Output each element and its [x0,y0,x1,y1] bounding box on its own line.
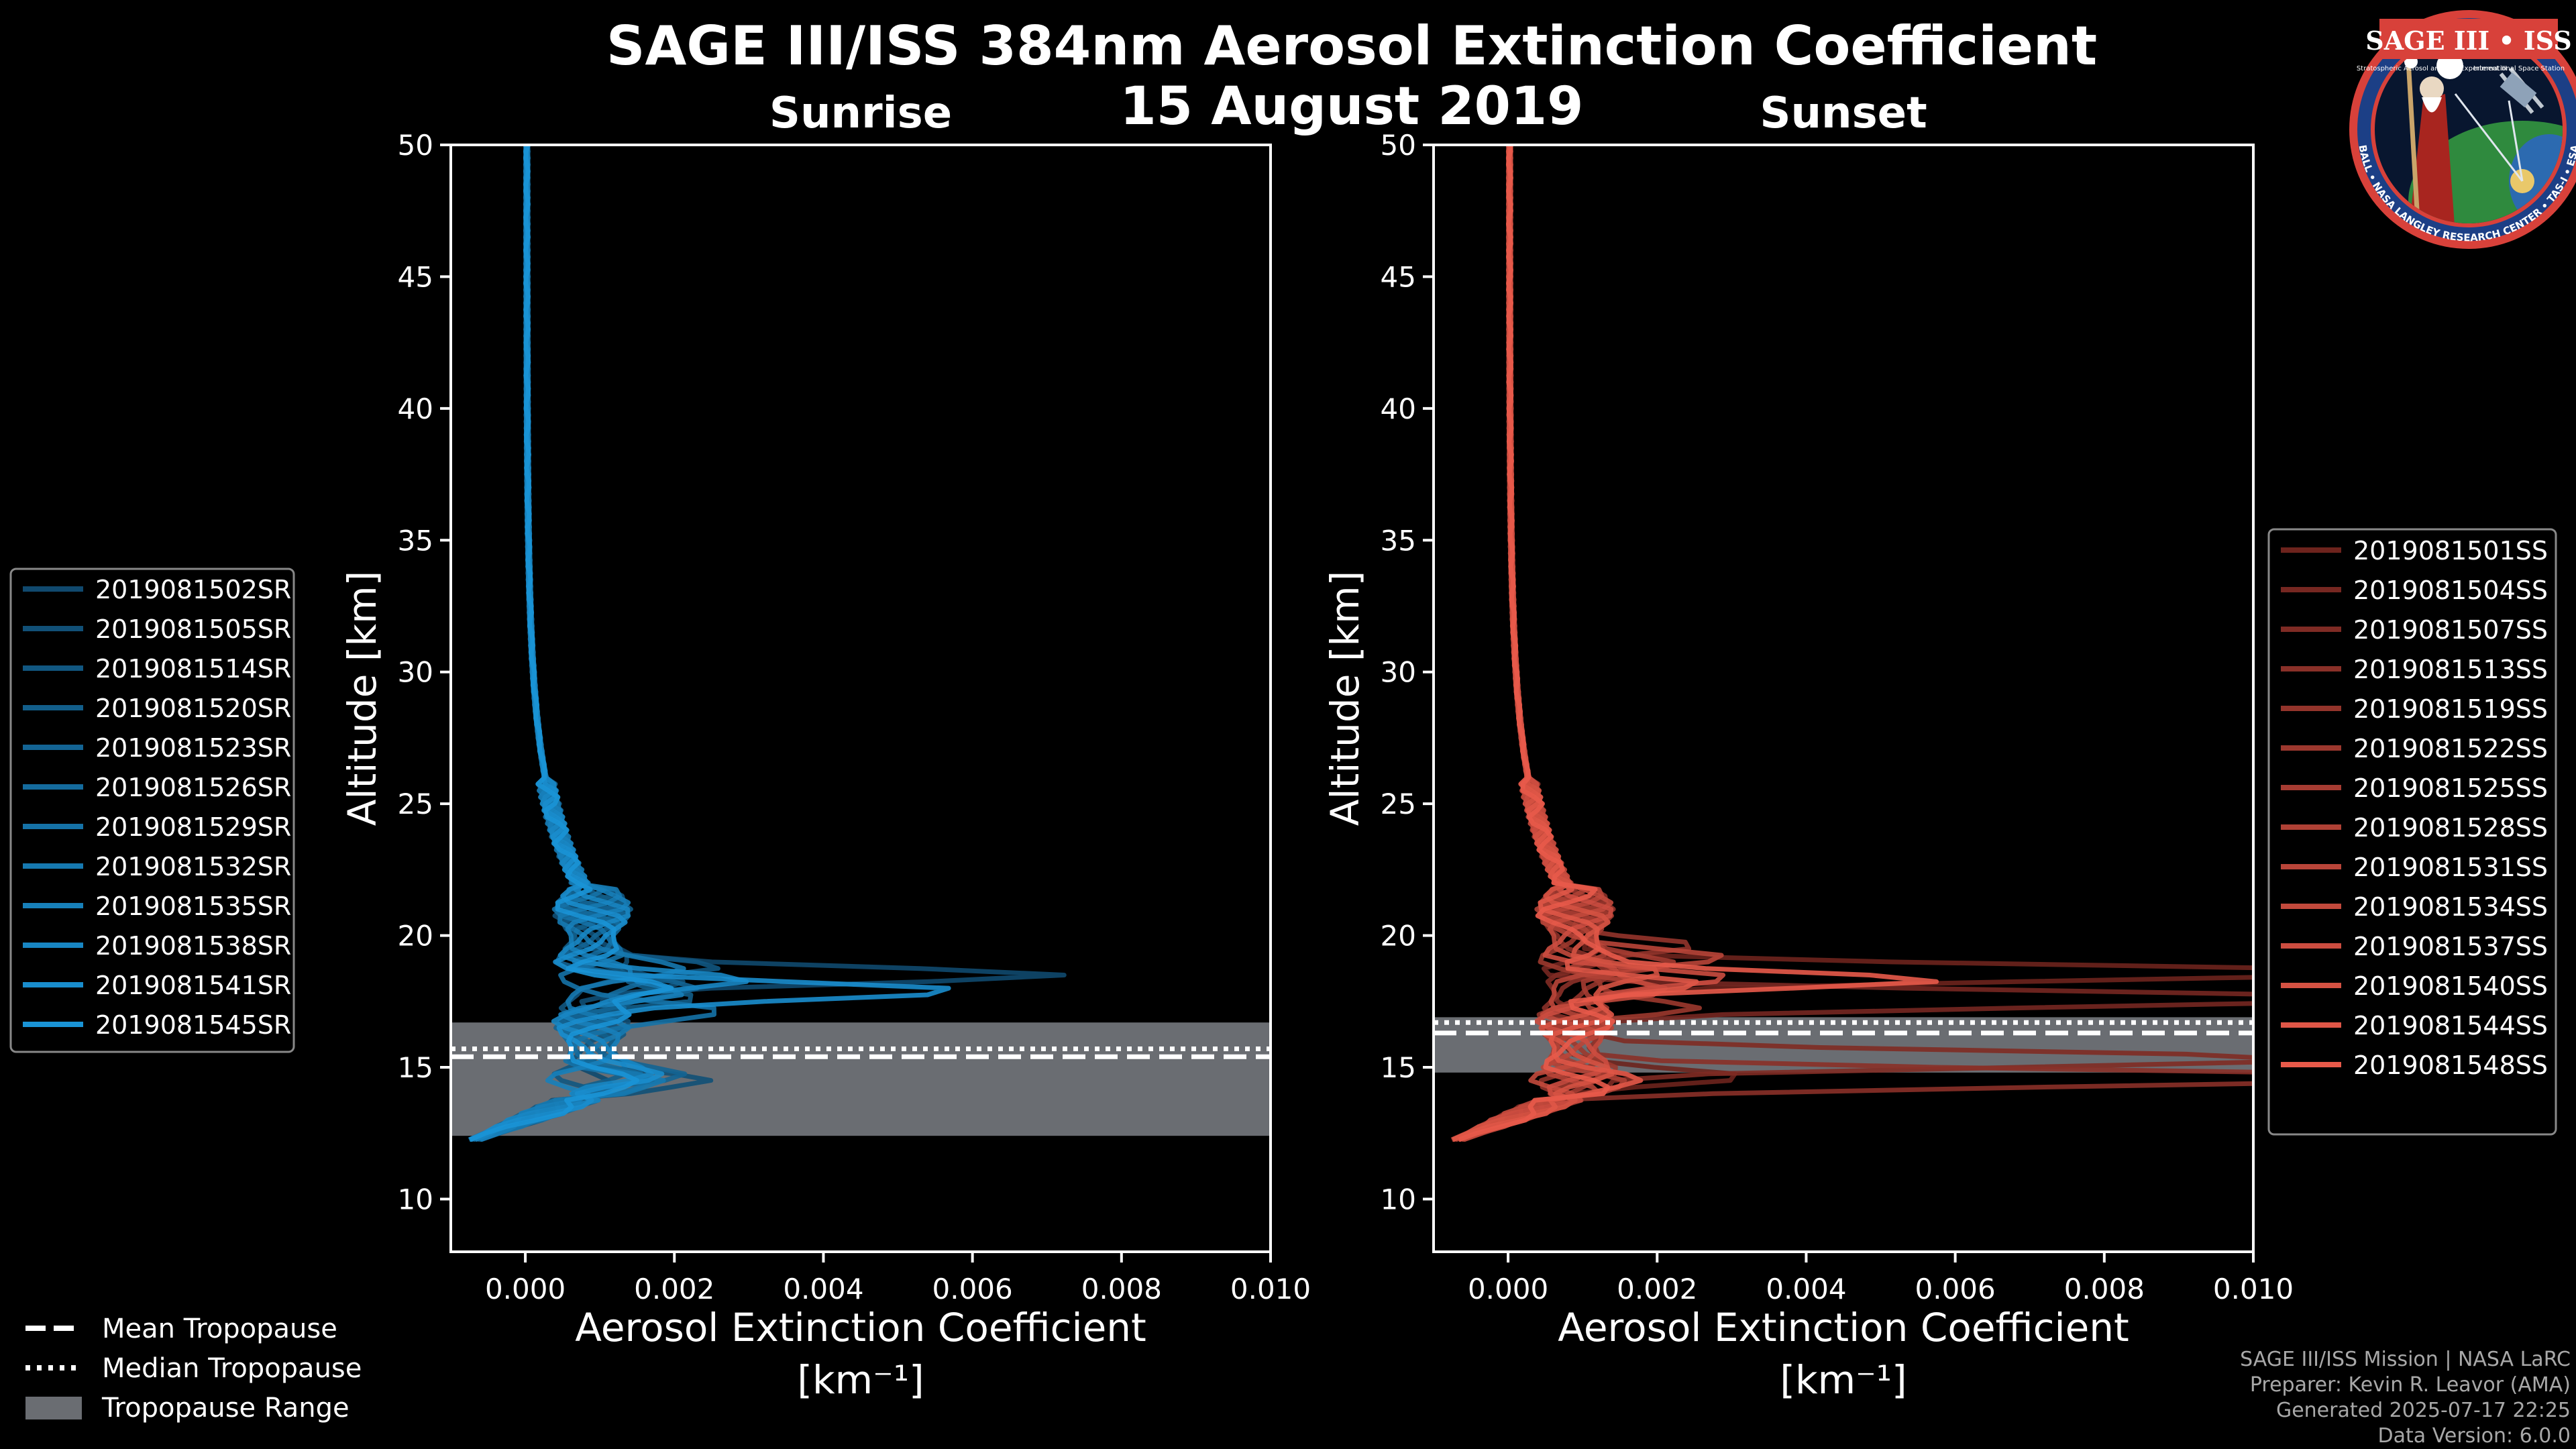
sunrise-x-axis-label: Aerosol Extinction Coefficient [575,1305,1146,1350]
sunset-subtitle: Sunset [1760,89,1927,138]
sunset-x-axis-label: Aerosol Extinction Coefficient [1558,1305,2129,1350]
legend-label-2019081520SR: 2019081520SR [95,694,291,723]
profile-line-2019081545SR [469,145,674,1142]
legend-label-2019081528SS: 2019081528SS [2353,813,2548,843]
tropopause-range-swatch [25,1397,82,1419]
legend-label-2019081526SR: 2019081526SR [95,773,291,802]
svg-text:SAGE III/ISS Mission | NASA La: SAGE III/ISS Mission | NASA LaRC [2240,1348,2571,1371]
sunrise-plot-frame [449,144,1272,1253]
figure-title: SAGE III/ISS 384nm Aerosol Extinction Co… [606,15,2097,77]
legend-label-2019081534SS: 2019081534SS [2353,892,2548,922]
median-tropopause-label: Median Tropopause [102,1353,362,1384]
y-tick-label: 30 [398,656,433,689]
y-tick-label: 30 [1381,656,1416,689]
legend-label-2019081504SS: 2019081504SS [2353,576,2548,605]
profile-line-2019081544SS [1452,145,1699,1142]
sunset-y-axis-label: Altitude [km] [1322,571,1368,826]
x-tick-label: 0.008 [1081,1273,1162,1305]
y-tick-label: 45 [398,260,433,293]
mean-tropopause-label: Mean Tropopause [102,1313,337,1344]
x-tick-label: 0.002 [1617,1273,1697,1305]
y-tick-label: 25 [1381,788,1416,820]
logo-title: SAGE III • ISS [2365,25,2571,56]
legend-label-2019081538SR: 2019081538SR [95,931,291,961]
sunset-x-axis-unit: [km⁻¹] [1780,1357,1907,1403]
legend-label-2019081501SS: 2019081501SS [2353,536,2548,566]
x-tick-label: 0.006 [1915,1273,1996,1305]
legend-label-2019081507SS: 2019081507SS [2353,615,2548,645]
legend-label-2019081535SR: 2019081535SR [95,892,291,921]
profile-line-2019081502SR [470,145,1067,1142]
y-tick-label: 40 [398,392,433,425]
y-tick-label: 20 [1381,920,1416,953]
y-tick-label: 10 [1381,1183,1416,1216]
legend-label-2019081532SR: 2019081532SR [95,852,291,881]
x-tick-label: 0.006 [932,1273,1013,1305]
legend-label-2019081505SR: 2019081505SR [95,614,291,644]
footer-credits: SAGE III/ISS Mission | NASA LaRC Prepare… [2240,1348,2571,1448]
legend-label-2019081545SR: 2019081545SR [95,1010,291,1040]
legend-label-2019081514SR: 2019081514SR [95,654,291,684]
legend-label-2019081519SS: 2019081519SS [2353,694,2548,724]
y-tick-label: 50 [398,129,433,162]
legend-label-2019081523SR: 2019081523SR [95,733,291,763]
y-tick-label: 25 [398,788,433,820]
legend-label-2019081540SS: 2019081540SS [2353,971,2548,1001]
y-tick-label: 35 [398,524,433,557]
x-tick-label: 0.002 [634,1273,714,1305]
sunset-legend: 2019081501SS 2019081504SS 2019081507SS 2019… [2267,528,2557,1136]
logo-subtitle: Stratospheric Aerosol and Gas Experiment… [2357,65,2507,72]
profile-line-2019081504SS [1452,145,2253,1142]
logo-iss-label: International Space Station [2473,65,2565,72]
y-tick-label: 10 [398,1183,433,1216]
y-tick-label: 20 [398,920,433,953]
y-tick-label: 45 [1381,260,1416,293]
legend-label-2019081537SS: 2019081537SS [2353,932,2548,961]
sage-iii-iss-logo: SAGE III • ISS Stratospheric Aerosol and… [2349,10,2576,249]
legend-label-2019081525SS: 2019081525SS [2353,773,2548,803]
legend-label-2019081522SS: 2019081522SS [2353,734,2548,763]
x-tick-label: 0.010 [1230,1273,1311,1305]
y-tick-label: 15 [1381,1051,1416,1084]
sunrise-panel: 0.000 0.002 0.004 0.006 0.008 0.010 10 15 20 25 3… [339,129,1311,1403]
profile-line-2019081526SR [468,145,648,1142]
y-tick-label: 40 [1381,392,1416,425]
sunrise-x-axis-unit: [km⁻¹] [797,1357,924,1403]
legend-label-2019081541SR: 2019081541SR [95,971,291,1000]
legend-label-2019081513SS: 2019081513SS [2353,655,2548,684]
svg-text:Data Version: 6.0.0: Data Version: 6.0.0 [2378,1424,2571,1448]
y-tick-label: 35 [1381,524,1416,557]
legend-label-2019081544SS: 2019081544SS [2353,1011,2548,1040]
y-tick-label: 15 [398,1051,433,1084]
sunrise-subtitle: Sunrise [769,89,952,138]
svg-text:Generated 2025-07-17 22:25: Generated 2025-07-17 22:25 [2276,1399,2571,1422]
legend-label-2019081529SR: 2019081529SR [95,812,291,842]
y-tick-label: 50 [1381,129,1416,162]
sunrise-legend: 2019081502SR 2019081505SR 2019081514SR 2019… [9,568,295,1053]
x-tick-label: 0.000 [1468,1273,1548,1305]
profile-line-2019081507SS [1458,145,2253,1142]
sunrise-y-axis-label: Altitude [km] [339,571,385,826]
tropopause-range-label: Tropopause Range [101,1393,350,1424]
x-tick-label: 0.008 [2064,1273,2145,1305]
legend-label-2019081502SR: 2019081502SR [95,575,291,604]
svg-text:Preparer: Kevin R. Leavor (AMA: Preparer: Kevin R. Leavor (AMA) [2250,1373,2571,1397]
legend-label-2019081531SS: 2019081531SS [2353,853,2548,882]
x-tick-label: 0.004 [783,1273,863,1305]
sunset-plot-frame [1432,144,2255,1253]
profile-line-2019081548SS [1458,145,1939,1142]
figure-date: 15 August 2019 [1120,76,1584,137]
legend-label-2019081548SS: 2019081548SS [2353,1051,2548,1080]
sunset-panel: 0.000 0.002 0.004 0.006 0.008 0.010 10 15 20 25 3… [1322,129,2294,1403]
x-tick-label: 0.004 [1766,1273,1846,1305]
x-tick-label: 0.010 [2213,1273,2294,1305]
tropopause-legend: Mean Tropopause Median Tropopause Tropop… [25,1313,362,1424]
x-tick-label: 0.000 [485,1273,566,1305]
